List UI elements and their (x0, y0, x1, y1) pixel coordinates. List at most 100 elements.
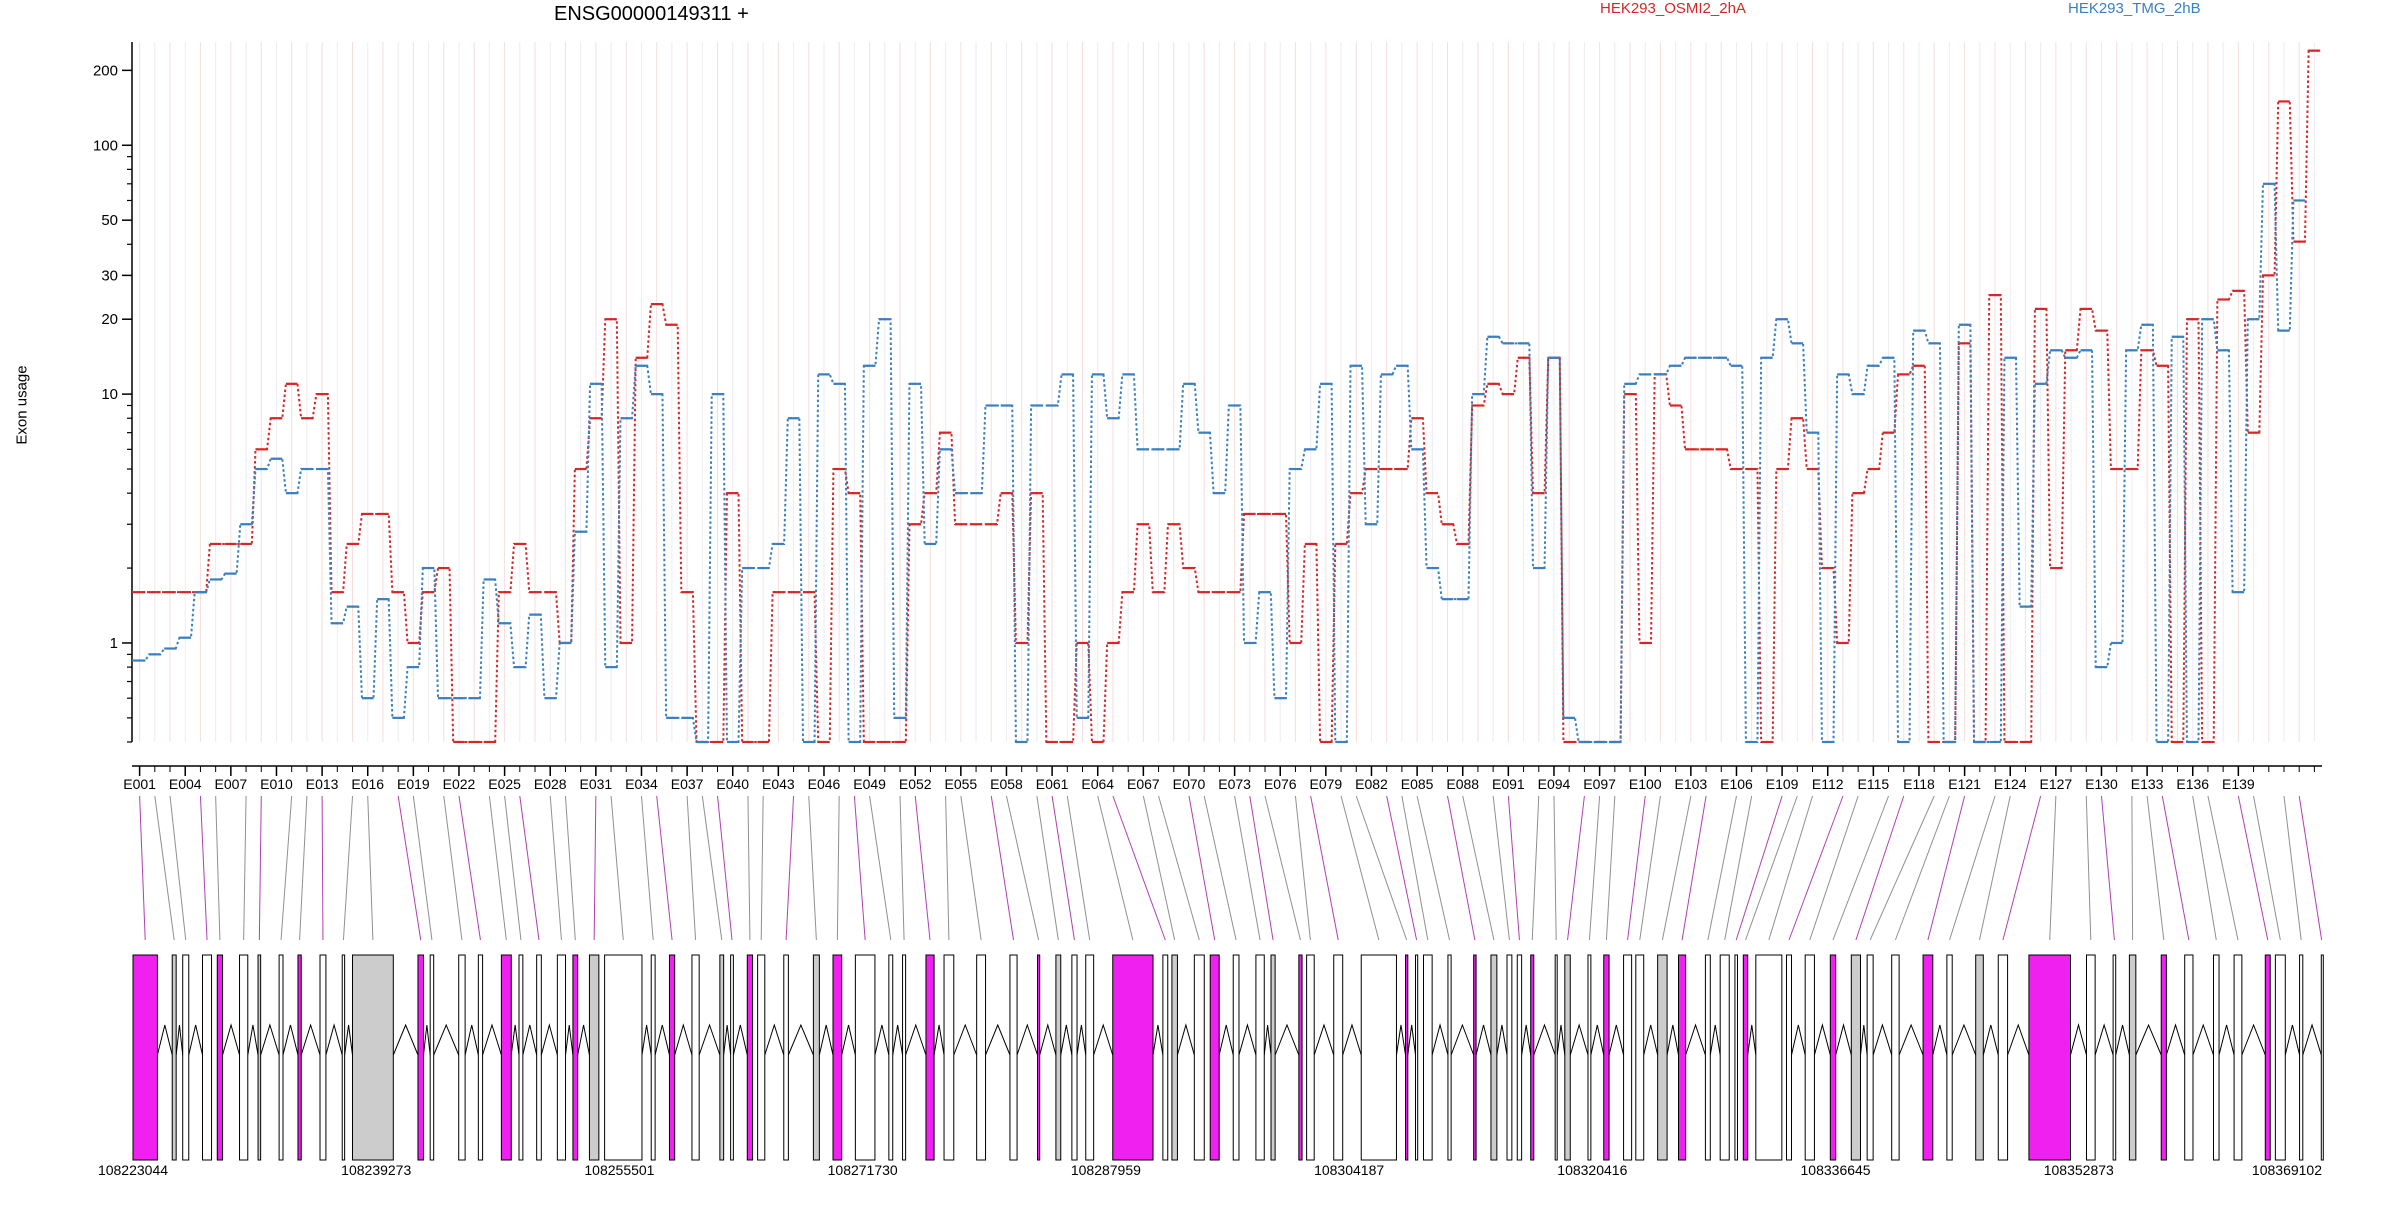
exon-connector-line (1869, 795, 1935, 941)
exon-connector-line (321, 795, 324, 941)
exon-block (1603, 954, 1610, 1161)
intron-line (1238, 1023, 1257, 1056)
legend-series-b: HEK293_TMG_2hB (2068, 0, 2201, 17)
intron-line (2115, 1024, 2130, 1056)
exon-connector-line (869, 795, 892, 941)
exon-block (132, 954, 158, 1161)
x-tick-label: E088 (1446, 776, 1479, 792)
exon-block (1623, 954, 1633, 1161)
intron-line (1859, 1024, 1868, 1056)
genomic-coordinate-label: 108271730 (828, 1162, 898, 1178)
exon-connector-line (1066, 795, 1091, 941)
intron-line (764, 1023, 785, 1056)
x-tick-label: E115 (1858, 776, 1890, 792)
exon-connector-line (443, 795, 463, 941)
x-tick-label: E031 (580, 776, 613, 792)
intron-line (1521, 1024, 1532, 1056)
exon-block (1755, 954, 1783, 1161)
exon-connector-line (1158, 795, 1200, 941)
intron-line (818, 1024, 834, 1056)
exon-block (1635, 954, 1645, 1161)
intron-line (1932, 1024, 1948, 1056)
exon-block (604, 954, 643, 1161)
exon-connector-line (701, 795, 723, 941)
exon-block (854, 954, 876, 1161)
exon-connector-line (899, 795, 905, 941)
exon-connector-line (519, 795, 540, 941)
x-tick-label: E073 (1218, 776, 1251, 792)
exon-connector-line (1745, 795, 1798, 941)
exon-connector-line (2298, 795, 2323, 941)
genomic-coordinate-label: 108239273 (341, 1162, 411, 1178)
exon-connector-line (1401, 795, 1429, 941)
exon-block (1209, 954, 1220, 1161)
exon-block (341, 954, 346, 1161)
exon-block (1270, 954, 1276, 1161)
exon-connector-line (215, 795, 221, 941)
intron-line (874, 1024, 890, 1056)
exon-connector-line (299, 795, 308, 941)
x-tick-label: E025 (488, 776, 521, 792)
exon-connector-line (1447, 795, 1476, 941)
exon-block (1298, 954, 1303, 1161)
intron-line (433, 1023, 460, 1056)
intron-line (1951, 1023, 1977, 1056)
exon-block (500, 954, 512, 1161)
exon-connector-line (1097, 795, 1134, 941)
exon-block (1037, 954, 1041, 1161)
intron-line (674, 1023, 693, 1056)
intron-line (325, 1023, 343, 1056)
exon-connector-line (154, 795, 175, 941)
x-tick-label: E097 (1583, 776, 1616, 792)
exon-block (1333, 954, 1344, 1161)
exon-block (783, 954, 789, 1161)
exon-connector-line (808, 795, 817, 941)
exon-connector-line (717, 795, 733, 941)
exon-block (2299, 954, 2304, 1161)
intron-line (1342, 1023, 1362, 1056)
exon-connector-line (990, 795, 1014, 941)
exon-connector-line (1492, 795, 1510, 941)
exon-block (1422, 954, 1433, 1161)
intron-line (1590, 1024, 1605, 1056)
exon-block (588, 954, 600, 1161)
exon-connector-line (2100, 795, 2115, 941)
intron-line (1643, 1024, 1659, 1056)
x-tick-label: E070 (1173, 776, 1206, 792)
exon-connector-line (1264, 795, 1301, 941)
exon-block (1232, 954, 1240, 1161)
exon-block (746, 954, 754, 1161)
y-axis-label: Exon usage (13, 365, 31, 445)
exon-block (943, 954, 955, 1161)
intron-line (1496, 1024, 1508, 1056)
x-tick-label: E061 (1036, 776, 1069, 792)
intron-line (1835, 1023, 1852, 1056)
exon-connector-line (1234, 795, 1261, 941)
exon-block (1554, 954, 1558, 1161)
intron-line (2135, 1023, 2162, 1056)
exon-block (668, 954, 676, 1161)
exon-block (1162, 954, 1169, 1161)
exon-connector-line (258, 795, 262, 941)
intron-line (1685, 1023, 1706, 1056)
intron-line (1039, 1023, 1057, 1056)
exon-block (1415, 954, 1419, 1161)
exon-block (1678, 954, 1687, 1161)
x-tick-label: E004 (169, 776, 202, 792)
exon-block (1850, 954, 1861, 1161)
exon-connector-line (1949, 795, 1996, 941)
x-tick-label: E037 (671, 776, 704, 792)
intron-line (2165, 1023, 2186, 1056)
exon-block (1516, 954, 1523, 1161)
exon-block (1193, 954, 1205, 1161)
exon-connector-line (2253, 795, 2281, 941)
exon-connector-line (1894, 795, 1950, 941)
exon-connector-line (2146, 795, 2165, 941)
intron-line (2302, 1023, 2322, 1056)
exon-connector-line (412, 795, 433, 941)
x-tick-label: E049 (853, 776, 886, 792)
intron-line (1898, 1023, 1924, 1056)
exon-block (239, 954, 249, 1161)
exon-connector-line (836, 795, 840, 941)
x-tick-label: E091 (1492, 776, 1525, 792)
